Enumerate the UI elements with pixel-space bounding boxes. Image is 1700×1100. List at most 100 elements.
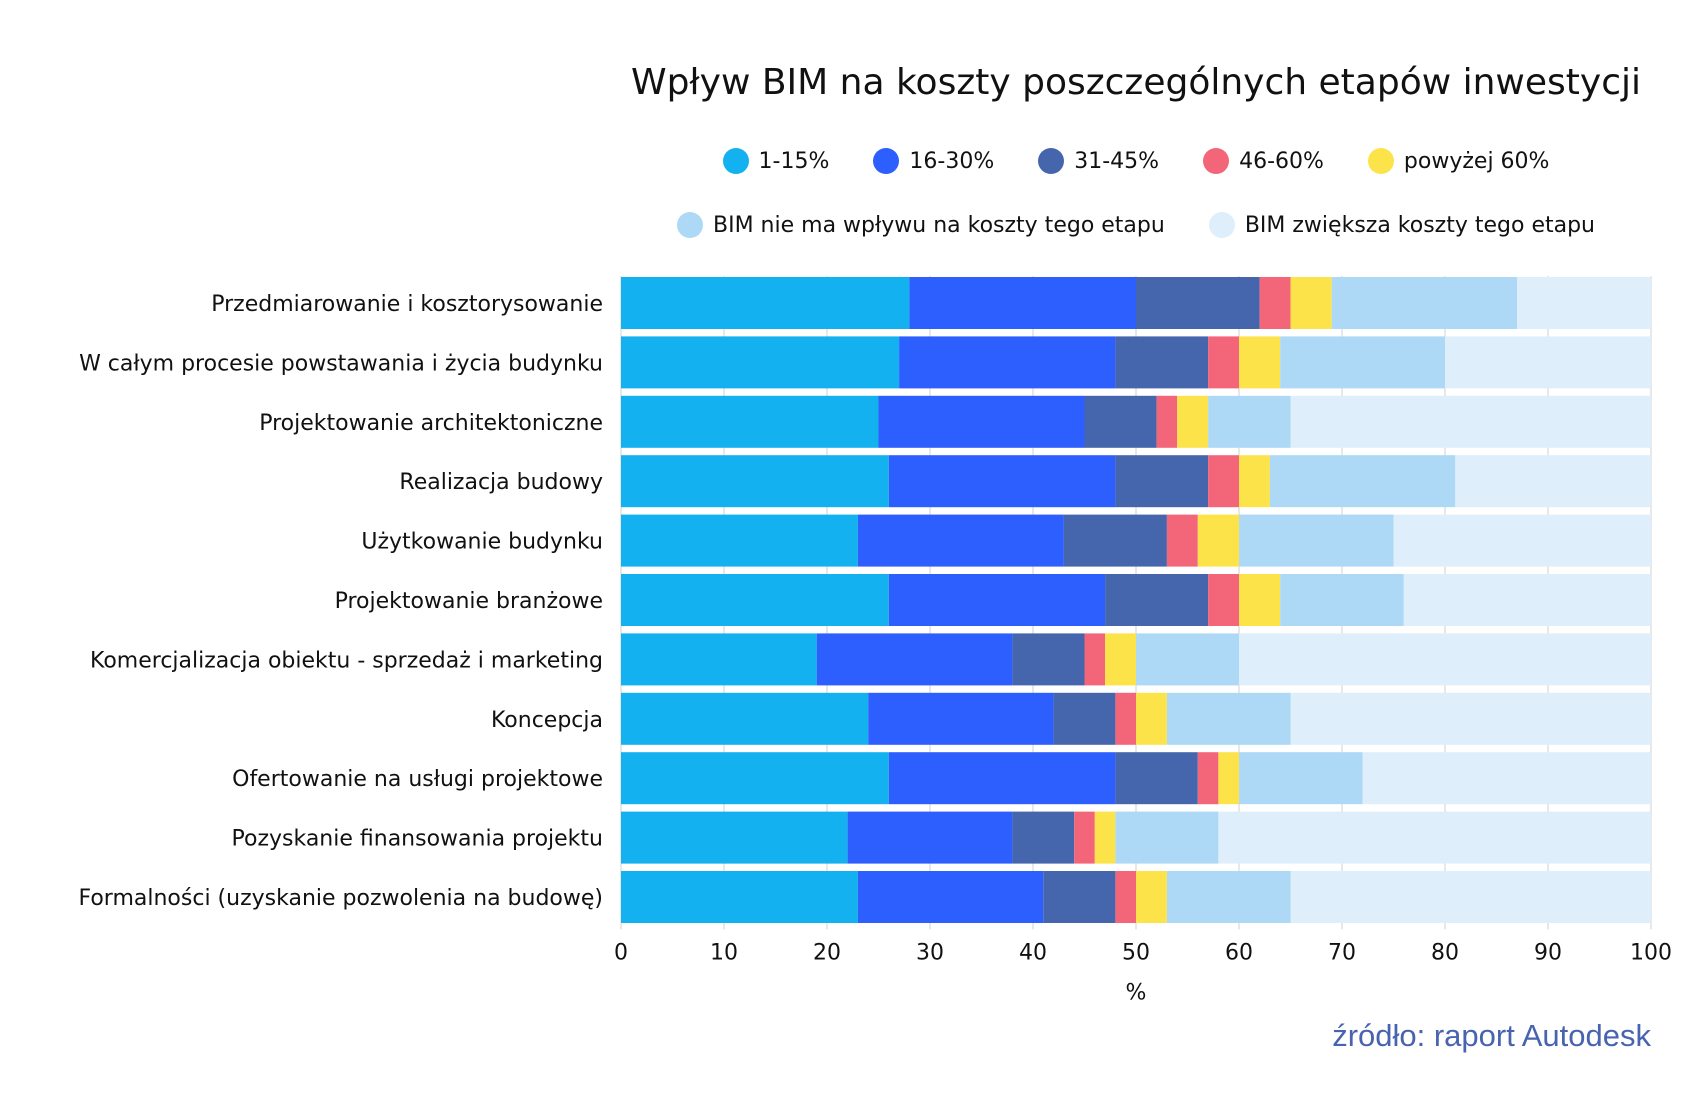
bar-segment xyxy=(1269,455,1456,508)
bar-segment xyxy=(1136,277,1260,329)
bar-segment xyxy=(1208,395,1291,448)
bar-segment xyxy=(1115,752,1198,805)
x-axis-label: % xyxy=(1126,980,1147,1005)
bar-segment xyxy=(1012,633,1085,686)
bar-segment xyxy=(1290,871,1651,923)
bar-segment xyxy=(847,811,1013,864)
x-tick-label: 100 xyxy=(1630,940,1672,965)
bar-segment xyxy=(816,633,1013,686)
x-tick-label: 80 xyxy=(1431,940,1459,965)
bar-segment xyxy=(1094,811,1116,864)
bar-segment xyxy=(888,574,1106,626)
legend-row-1: 1-15% 16-30% 31-45% 46-60% powyżej 60% xyxy=(0,148,1700,174)
bar-segment xyxy=(621,574,889,626)
category-label: Projektowanie branżowe xyxy=(335,589,603,614)
x-tick-label: 60 xyxy=(1225,940,1253,965)
legend-label: 16-30% xyxy=(909,148,995,174)
legend-row-2: BIM nie ma wpływu na koszty tego etapu BI… xyxy=(0,212,1700,238)
x-tick-label: 70 xyxy=(1328,940,1356,965)
bar-segment xyxy=(868,692,1054,745)
bar-segment xyxy=(1445,336,1651,389)
bar-segment xyxy=(1239,514,1394,567)
bar-segment xyxy=(1362,752,1651,805)
category-label: Realizacja budowy xyxy=(399,470,603,495)
bar-segment xyxy=(1136,692,1167,745)
bar-segment xyxy=(1393,514,1651,567)
bar-segment xyxy=(1239,336,1281,389)
bar-segment xyxy=(1403,574,1651,626)
bar-segment xyxy=(888,455,1116,508)
bar-segment xyxy=(857,514,1064,567)
legend-label: 31-45% xyxy=(1074,148,1160,174)
bar-segment xyxy=(1280,336,1445,389)
legend-item[interactable]: BIM zwiększa koszty tego etapu xyxy=(1208,212,1595,238)
bar-segment xyxy=(621,871,858,923)
bar-segment xyxy=(1239,574,1281,626)
bar-segment xyxy=(1331,277,1518,329)
legend-item[interactable]: 31-45% xyxy=(1038,148,1159,174)
category-label: W całym procesie powstawania i życia bud… xyxy=(79,351,603,376)
category-label: Ofertowanie na usługi projektowe xyxy=(232,767,603,792)
legend-label: powyżej 60% xyxy=(1403,148,1550,174)
bar-segment xyxy=(1105,574,1209,626)
legend-marker-icon xyxy=(1208,212,1235,238)
x-tick-label: 10 xyxy=(710,940,738,965)
x-tick-label: 30 xyxy=(916,940,944,965)
legend-item[interactable]: BIM nie ma wpływu na koszty tego etapu xyxy=(677,212,1165,238)
bar-segment xyxy=(621,455,889,508)
legend-marker-icon xyxy=(1367,148,1394,174)
bar-segment xyxy=(1012,811,1075,864)
legend-marker-icon xyxy=(1203,148,1230,174)
bar-segment xyxy=(1197,752,1219,805)
bar-segment xyxy=(621,692,869,745)
legend-item[interactable]: 1-15% xyxy=(722,148,829,174)
bar-segment xyxy=(1290,692,1651,745)
chart-title: Wpływ BIM na koszty poszczególnych etapó… xyxy=(630,62,1641,103)
bar-segment xyxy=(1208,574,1239,626)
legend-label: BIM nie ma wpływu na koszty tego etapu xyxy=(713,212,1165,238)
x-tick-label: 90 xyxy=(1534,940,1562,965)
bar-segment xyxy=(1136,871,1167,923)
bar-segment xyxy=(1115,871,1136,923)
bar-segment xyxy=(1074,811,1095,864)
bar-segment xyxy=(621,514,858,567)
x-tick-label: 40 xyxy=(1019,940,1047,965)
bar-segment xyxy=(1197,514,1239,567)
bar-segment xyxy=(1084,633,1106,686)
bar-segment xyxy=(1239,633,1651,686)
bar-segment xyxy=(1084,395,1157,448)
legend-marker-icon xyxy=(873,148,900,174)
bar-segment xyxy=(621,633,817,686)
bar-segment xyxy=(621,752,889,805)
legend-item[interactable]: powyżej 60% xyxy=(1367,148,1550,174)
bar-segment xyxy=(621,811,848,864)
bar-segment xyxy=(1208,455,1239,508)
bar-segment xyxy=(1115,336,1209,389)
bar-segment xyxy=(899,336,1116,389)
legend-marker-icon xyxy=(1038,148,1065,174)
legend-item[interactable]: 16-30% xyxy=(873,148,994,174)
bar-segment xyxy=(621,395,879,448)
category-label: Projektowanie architektoniczne xyxy=(259,411,603,436)
bar-segment xyxy=(1136,633,1239,686)
bar-segment xyxy=(1043,871,1116,923)
bar-segment xyxy=(1290,277,1332,329)
bar-segment xyxy=(1208,336,1239,389)
bar-segment xyxy=(1218,752,1239,805)
bar-segment xyxy=(1115,455,1209,508)
legend-label: BIM zwiększa koszty tego etapu xyxy=(1244,212,1595,238)
bar-segment xyxy=(857,871,1044,923)
bar-segment xyxy=(621,277,910,329)
legend-item[interactable]: 46-60% xyxy=(1203,148,1324,174)
bar-segment xyxy=(1115,692,1136,745)
bar-segment xyxy=(1053,692,1116,745)
bar-segment xyxy=(1105,633,1136,686)
bar-segment xyxy=(1177,395,1209,448)
legend-label: 46-60% xyxy=(1239,148,1324,174)
bar-segment xyxy=(1259,277,1291,329)
bar-segment xyxy=(1063,514,1167,567)
bar-segment xyxy=(1455,455,1651,508)
bar-segment xyxy=(1166,871,1291,923)
category-label: Użytkowanie budynku xyxy=(361,530,603,555)
bar-segment xyxy=(1166,692,1291,745)
